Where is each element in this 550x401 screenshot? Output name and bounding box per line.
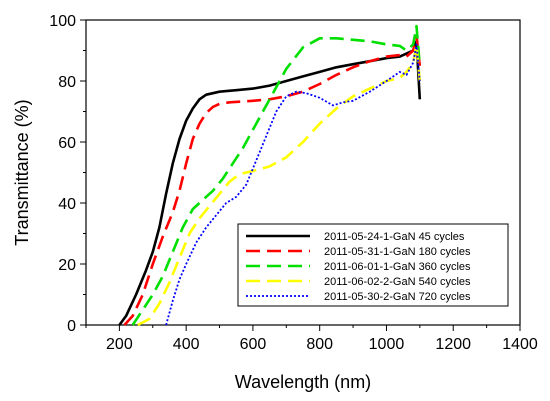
legend-label-2: 2011-05-31-1-GaN 180 cycles (324, 246, 471, 258)
x-axis-title: Wavelength (nm) (235, 372, 371, 392)
y-tick-label: 0 (67, 318, 76, 335)
legend-label-3: 2011-06-01-1-GaN 360 cycles (324, 261, 471, 273)
legend-label-1: 2011-05-24-1-GaN 45 cycles (324, 231, 465, 243)
y-tick-label: 60 (58, 135, 76, 152)
series-line-1 (118, 39, 422, 326)
legend: 2011-05-24-1-GaN 45 cycles 2011-05-31-1-G… (237, 223, 509, 307)
x-tick-label: 800 (306, 336, 333, 353)
series-line-2 (123, 33, 422, 326)
y-tick-label: 20 (58, 257, 76, 274)
x-tick-label: 400 (173, 336, 200, 353)
y-axis-title: Transmittance (%) (12, 99, 32, 245)
y-tick-label: 80 (58, 74, 76, 91)
x-tick-label: 600 (240, 336, 267, 353)
legend-box (237, 223, 509, 307)
x-tick-label: 1200 (435, 336, 471, 353)
series-line-4 (137, 43, 422, 327)
series-group (118, 24, 422, 327)
x-tick-label: 200 (106, 336, 133, 353)
x-tick-label: 1400 (502, 336, 538, 353)
legend-label-4: 2011-06-02-2-GaN 540 cycles (324, 276, 471, 288)
y-tick-label: 40 (58, 196, 76, 213)
x-axis-ticks: 200 400 600 800 1000 1200 1400 (85, 325, 538, 353)
y-tick-label: 100 (49, 13, 76, 30)
legend-label-5: 2011-05-30-2-GaN 720 cycles (324, 291, 471, 303)
series-line-3 (131, 24, 422, 326)
y-axis-ticks: 0 20 40 60 80 100 (49, 13, 86, 335)
x-tick-label: 1000 (369, 336, 405, 353)
